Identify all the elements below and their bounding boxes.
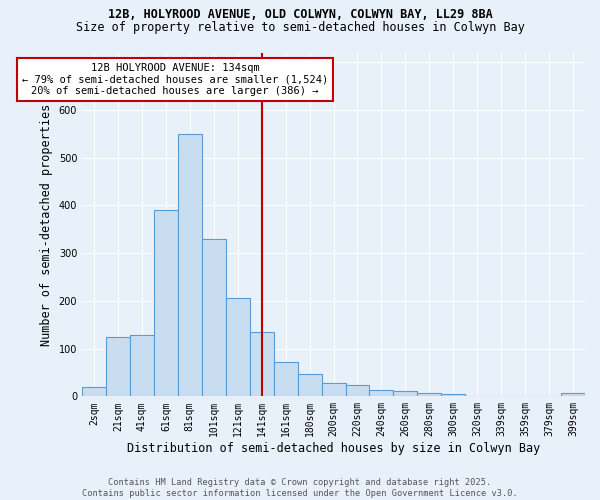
Text: Contains HM Land Registry data © Crown copyright and database right 2025.
Contai: Contains HM Land Registry data © Crown c… <box>82 478 518 498</box>
Y-axis label: Number of semi-detached properties: Number of semi-detached properties <box>40 104 53 346</box>
Bar <box>82 387 106 396</box>
Bar <box>442 394 465 396</box>
Bar <box>561 394 585 396</box>
Bar <box>202 238 226 396</box>
Bar <box>106 336 130 396</box>
Bar <box>226 298 250 396</box>
Bar <box>394 391 418 396</box>
Bar <box>178 134 202 396</box>
Bar <box>298 374 322 396</box>
X-axis label: Distribution of semi-detached houses by size in Colwyn Bay: Distribution of semi-detached houses by … <box>127 442 540 455</box>
Bar <box>346 386 370 396</box>
Text: Size of property relative to semi-detached houses in Colwyn Bay: Size of property relative to semi-detach… <box>76 21 524 34</box>
Bar <box>130 335 154 396</box>
Text: 12B, HOLYROOD AVENUE, OLD COLWYN, COLWYN BAY, LL29 8BA: 12B, HOLYROOD AVENUE, OLD COLWYN, COLWYN… <box>107 8 493 20</box>
Text: 12B HOLYROOD AVENUE: 134sqm
← 79% of semi-detached houses are smaller (1,524)
20: 12B HOLYROOD AVENUE: 134sqm ← 79% of sem… <box>22 63 328 96</box>
Bar <box>154 210 178 396</box>
Bar <box>418 393 442 396</box>
Bar <box>274 362 298 396</box>
Bar <box>250 332 274 396</box>
Bar <box>370 390 394 396</box>
Bar <box>322 384 346 396</box>
